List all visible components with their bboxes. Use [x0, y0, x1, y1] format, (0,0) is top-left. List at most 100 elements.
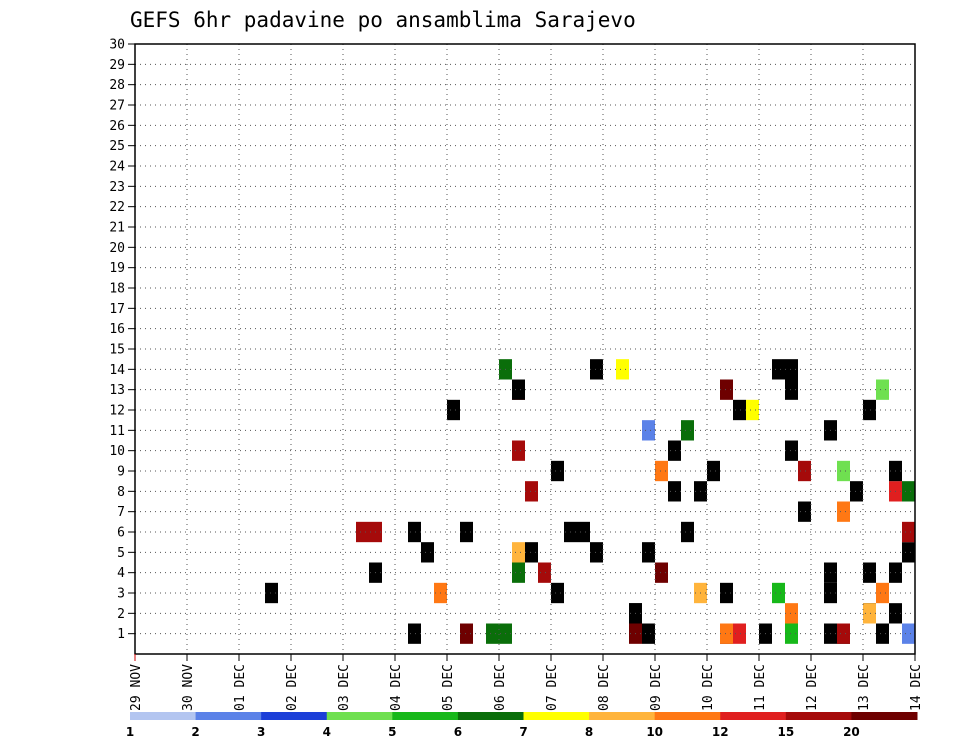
grid-lines [135, 43, 915, 654]
heatmap-cell [668, 481, 681, 502]
x-tick-label: 09 DEC [649, 664, 664, 711]
heatmap-cell [772, 359, 785, 380]
y-tick-label: 15 [109, 343, 125, 358]
y-tick-label: 16 [109, 322, 125, 337]
heatmap-cell [902, 542, 915, 563]
y-tick-label: 19 [109, 261, 125, 276]
y-tick-label: 25 [109, 139, 125, 154]
heatmap-cell [733, 623, 746, 644]
heatmap-cell [551, 582, 564, 604]
y-tick-label: 14 [109, 363, 125, 378]
colorbar-swatch [851, 712, 918, 720]
x-tick-label: 07 DEC [545, 664, 560, 711]
y-tick-label: 20 [109, 241, 125, 256]
colorbar-swatch [457, 712, 524, 720]
colorbar-swatch [523, 712, 590, 720]
heatmap-cell [707, 460, 720, 482]
x-tick-label: 10 DEC [701, 664, 716, 711]
heatmap-cell [460, 623, 473, 644]
heatmap-cell [512, 542, 525, 563]
heatmap-cell [798, 501, 811, 522]
y-tick-label: 21 [109, 221, 125, 236]
y-tick-label: 5 [117, 546, 125, 561]
heatmap-cell [902, 623, 915, 644]
heatmap-cells [265, 359, 915, 644]
heatmap-cell [590, 359, 603, 380]
heatmap-cell [785, 623, 798, 644]
colorbar-label: 3 [257, 725, 265, 739]
heatmap-cell [668, 440, 681, 461]
x-tick-label: 12 DEC [805, 664, 820, 711]
y-tick-label: 30 [109, 38, 125, 53]
heatmap-cell [408, 623, 421, 644]
y-tick-label: 22 [109, 200, 125, 215]
heatmap-cell [785, 379, 798, 400]
heatmap-cell [785, 440, 798, 461]
heatmap-cell [356, 521, 369, 543]
colorbar-label: 5 [388, 725, 396, 739]
y-tick-label: 29 [109, 58, 125, 73]
y-tick-label: 27 [109, 99, 125, 114]
colorbar-swatch [261, 712, 328, 720]
heatmap-cell [837, 460, 850, 482]
colorbar-swatch [326, 712, 393, 720]
heatmap-cell [720, 379, 733, 400]
heatmap-cell [876, 623, 889, 644]
heatmap-cell [265, 582, 278, 604]
colorbar-label: 15 [777, 725, 794, 739]
heatmap-cell [460, 521, 473, 543]
heatmap-cell [447, 399, 460, 421]
x-tick-label: 14 DEC [909, 664, 924, 711]
heatmap-cell [538, 562, 551, 583]
heatmap-cell [720, 582, 733, 604]
heatmap-cell [486, 623, 499, 644]
heatmap-cell [863, 562, 876, 583]
y-tick-label: 26 [109, 119, 125, 134]
heatmap-cell [785, 359, 798, 380]
heatmap-cell [863, 603, 876, 624]
y-tick-label: 18 [109, 282, 125, 297]
y-tick-label: 23 [109, 180, 125, 195]
heatmap-cell [837, 501, 850, 522]
heatmap-cell [681, 420, 694, 441]
heatmap-cell [785, 603, 798, 624]
x-tick-label: 03 DEC [337, 664, 352, 711]
colorbar-swatch [130, 712, 197, 720]
colorbar-label: 6 [454, 725, 462, 739]
x-tick-label: 29 NOV [129, 664, 144, 711]
colorbar-legend: 1 2 3 4 5 6 7 8 10 12 15 20 [126, 712, 918, 739]
colorbar-label: 2 [191, 725, 199, 739]
heatmap-cell [902, 521, 915, 543]
colorbar-label: 8 [585, 725, 593, 739]
heatmap-cell [590, 542, 603, 563]
chart-title: GEFS 6hr padavine po ansamblima Sarajevo [130, 8, 636, 32]
heatmap-cell [746, 399, 759, 421]
heatmap-cell [642, 623, 655, 644]
colorbar-label: 10 [646, 725, 663, 739]
heatmap-cell [642, 420, 655, 441]
heatmap-cell [551, 460, 564, 482]
x-tick-label: 08 DEC [597, 664, 612, 711]
colorbar-label: 20 [843, 725, 860, 739]
heatmap-cell [902, 481, 915, 502]
colorbar-label: 1 [126, 725, 134, 739]
y-axis: 1234567891011121314151617181920212223242… [109, 38, 135, 642]
heatmap-cell [577, 521, 590, 543]
heatmap-cell [642, 542, 655, 563]
y-tick-label: 10 [109, 444, 125, 459]
heatmap-cell [681, 521, 694, 543]
heatmap-cell [798, 460, 811, 482]
heatmap-cell [512, 440, 525, 461]
x-tick-label: 01 DEC [233, 664, 248, 711]
y-tick-label: 3 [117, 587, 125, 602]
colorbar-swatch [654, 712, 721, 720]
heatmap-cell [876, 582, 889, 604]
colorbar-swatch [785, 712, 852, 720]
y-tick-label: 9 [117, 465, 125, 480]
heatmap-cell [876, 379, 889, 400]
y-tick-label: 12 [109, 404, 125, 419]
colorbar-swatch [720, 712, 787, 720]
heatmap-cell [655, 460, 668, 482]
heatmap-cell [525, 542, 538, 563]
